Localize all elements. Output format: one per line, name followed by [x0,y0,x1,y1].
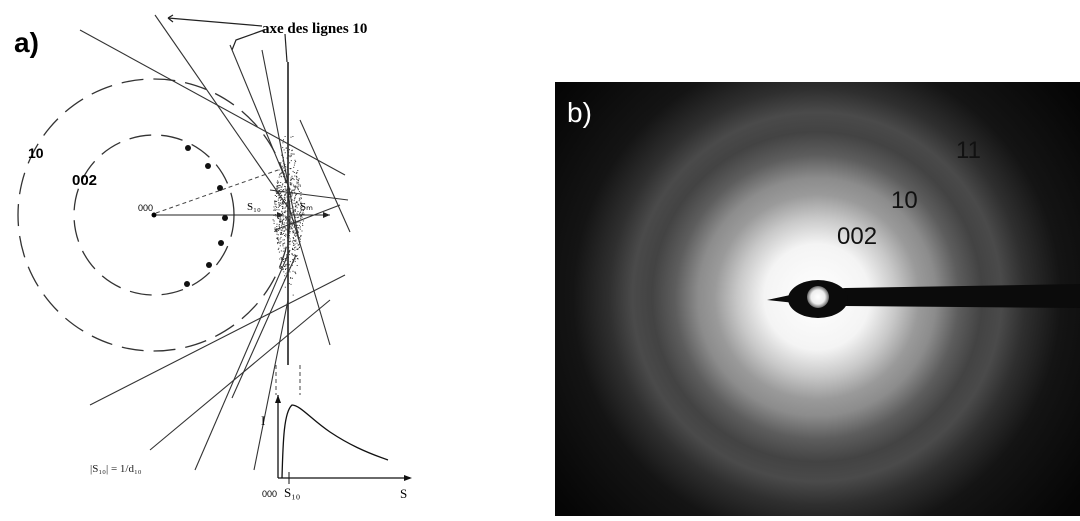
ring-label-002: 002 [837,223,877,250]
axis-annotation: axe des lignes 10 [262,21,367,37]
tangent-lines [79,14,351,471]
sm-label: Sₘ [300,201,313,213]
diagram-svg: a) axe des lignes 10 10 002 000 S₁₀ Sₘ [14,14,412,501]
dashed-line [155,169,279,214]
profile-x-label: S [400,486,407,501]
origin-point [151,212,157,218]
profile-s10-label: S₁₀ [284,485,300,500]
ring-label-11: 11 [956,137,981,164]
ring-label-10: 10 [891,187,918,214]
panel-b-label: b) [567,97,592,128]
ring-label-10: 10 [28,145,44,161]
s10-label: S₁₀ [247,201,261,213]
diffraction-photo: b) 002 10 11 [555,82,1080,516]
formula: |S₁₀| = 1/d₁₀ [90,463,142,475]
origin-label: 000 [138,203,153,213]
beam-stop [767,280,1080,318]
panel-a-label: a) [14,27,39,58]
central-spot [807,286,829,308]
profile-curve [281,404,389,479]
ring-label-002: 002 [72,172,97,189]
panel-a-diagram: a) axe des lignes 10 10 002 000 S₁₀ Sₘ [0,0,545,516]
profile-y-label: I [261,413,265,428]
profile-origin-label: 000 [262,489,277,499]
intensity-profile: I 000 S₁₀ S [261,395,412,501]
panel-b-photo: b) 002 10 11 [555,82,1080,516]
reflection-dots [184,145,228,287]
drop-lines [275,365,301,395]
annotation-arrows [167,14,288,63]
